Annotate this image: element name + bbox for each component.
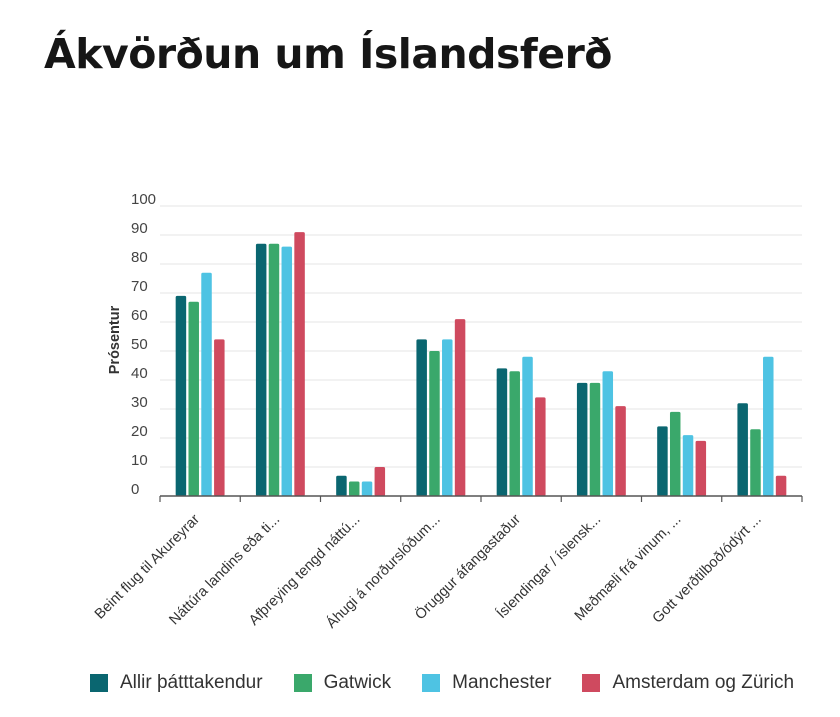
y-tick-label: 60 — [131, 307, 148, 324]
bar — [615, 406, 626, 496]
bar — [442, 339, 453, 496]
bar — [348, 481, 360, 496]
bar — [589, 382, 601, 496]
bar — [775, 475, 787, 496]
bar — [294, 232, 305, 496]
legend-item: Manchester — [422, 672, 551, 694]
legend-item: Allir þátttakendur — [90, 672, 263, 694]
bar — [214, 339, 225, 496]
bar — [201, 272, 212, 496]
y-tick-label: 100 — [131, 191, 156, 208]
bar — [535, 397, 546, 496]
bar — [669, 411, 681, 496]
bar — [737, 403, 748, 496]
bar — [576, 382, 588, 496]
y-tick-label: 90 — [131, 220, 148, 237]
bar — [268, 243, 280, 496]
y-tick-label: 50 — [131, 336, 148, 353]
bar — [522, 356, 533, 496]
legend-label: Amsterdam og Zürich — [612, 672, 795, 693]
y-tick-label: 30 — [131, 394, 148, 411]
bar — [188, 301, 199, 496]
legend-label: Allir þátttakendur — [120, 672, 263, 693]
y-axis-ticks: 0 10 20 30 40 50 60 70 80 90 100 — [131, 191, 156, 498]
legend-swatch — [293, 674, 312, 692]
bar — [682, 435, 694, 496]
legend-label: Manchester — [452, 672, 552, 693]
bar — [750, 429, 761, 496]
legend-item: Amsterdam og Zürich — [582, 672, 794, 694]
gridlines — [160, 205, 802, 468]
bar — [281, 246, 293, 496]
legend-item: Gatwick — [293, 672, 392, 694]
bar — [509, 371, 520, 496]
legend: Allir þátttakendur Gatwick Manchester Amste… — [90, 672, 825, 694]
bar — [763, 356, 774, 496]
bar — [416, 339, 427, 496]
bar — [602, 371, 614, 496]
legend-swatch — [90, 674, 108, 692]
y-tick-label: 70 — [131, 278, 148, 295]
bar — [695, 440, 707, 496]
chart-title: Ákvörðun um Íslandsferð — [44, 30, 612, 78]
bar — [336, 475, 347, 496]
legend-swatch — [582, 674, 601, 692]
y-tick-label: 20 — [131, 423, 148, 440]
y-tick-label: 80 — [131, 249, 148, 266]
y-tick-label: 10 — [131, 452, 148, 469]
bar — [255, 243, 267, 496]
bar — [374, 467, 386, 496]
y-tick-label: 40 — [131, 365, 148, 382]
bar — [429, 351, 440, 496]
bar — [454, 319, 466, 496]
bars — [175, 232, 787, 496]
legend-label: Gatwick — [323, 672, 392, 693]
bar — [175, 295, 187, 496]
legend-swatch — [422, 674, 441, 692]
y-tick-label: 0 — [131, 481, 139, 498]
y-axis-title: Prósentur — [107, 305, 123, 374]
bar — [496, 368, 508, 496]
bar — [657, 426, 668, 496]
bar — [361, 481, 373, 496]
